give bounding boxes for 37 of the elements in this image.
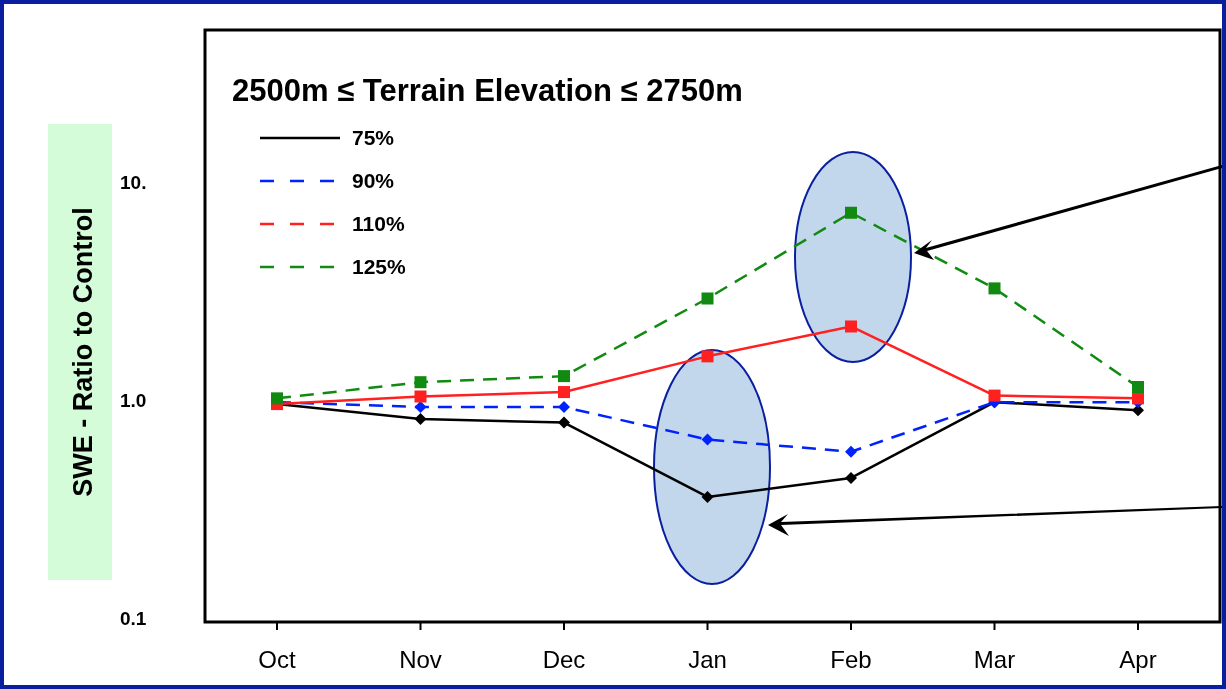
- y-tick-label: 10.: [120, 171, 147, 193]
- point: [558, 370, 570, 383]
- point: [558, 416, 570, 429]
- y-axis-title: SWE - Ratio to Control: [68, 207, 98, 497]
- x-tick-label: Oct: [258, 646, 296, 673]
- x-tick-label: Feb: [830, 646, 872, 673]
- legend-label: 110%: [352, 212, 405, 236]
- legend-label: 125%: [352, 255, 407, 279]
- x-tick-label: Nov: [399, 646, 442, 673]
- point: [845, 445, 857, 458]
- point: [988, 389, 1001, 402]
- point: [845, 206, 857, 219]
- point: [414, 390, 427, 403]
- point: [845, 320, 857, 333]
- legend-label: 75%: [352, 126, 395, 150]
- x-tick-label: Mar: [973, 646, 1016, 673]
- point: [701, 433, 714, 446]
- point: [701, 350, 714, 363]
- y-tick-label: 0.1: [120, 607, 147, 629]
- point: [1132, 392, 1144, 405]
- point: [701, 292, 714, 305]
- point: [414, 413, 427, 426]
- point: [845, 471, 857, 484]
- x-tick-label: Jan: [688, 646, 727, 673]
- point: [988, 282, 1001, 295]
- point: [414, 376, 427, 389]
- x-tick-label: Dec: [542, 646, 586, 673]
- point: [1132, 381, 1144, 393]
- point: [271, 392, 283, 405]
- point: [558, 386, 570, 399]
- y-tick-label: 1.0: [120, 389, 147, 411]
- point: [414, 401, 427, 414]
- text: 2500m ≤ Terrain Elevation ≤ 2750m: [232, 73, 743, 108]
- legend-label: 90%: [352, 169, 395, 193]
- point: [701, 490, 714, 503]
- x-tick-label: Apr: [1119, 646, 1157, 673]
- point: [558, 401, 570, 414]
